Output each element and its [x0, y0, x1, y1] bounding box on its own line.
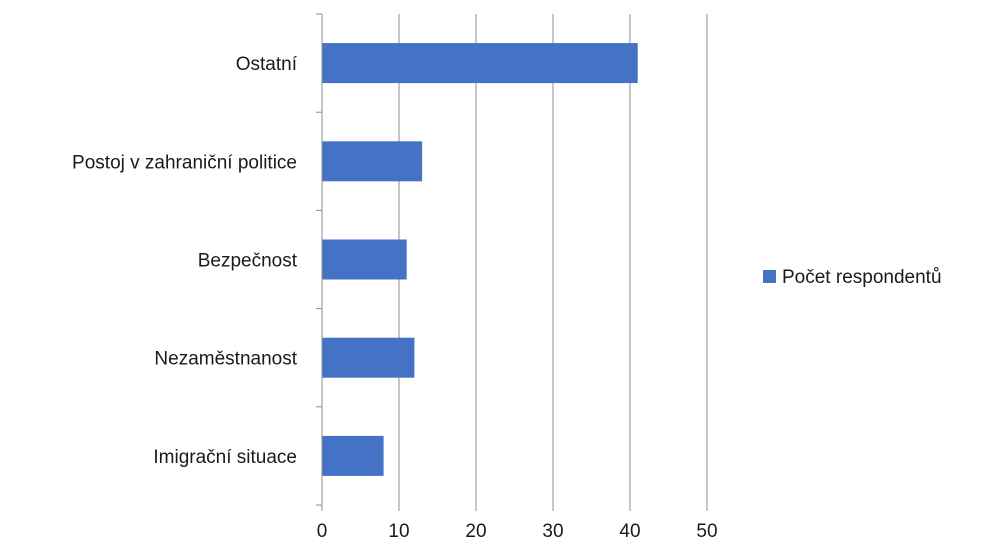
x-tick-labels: 0 10 20 30 40 50: [317, 521, 718, 542]
x-tick-label: 10: [388, 521, 409, 542]
category-label: Bezpečnost: [198, 251, 298, 272]
category-label: Ostatní: [236, 54, 298, 75]
x-tick-label: 0: [317, 521, 328, 542]
category-label: Nezaměstnanost: [154, 349, 297, 370]
bar: [322, 141, 423, 182]
x-tick-label: 50: [696, 521, 717, 542]
axes: [316, 13, 708, 511]
gridlines: [398, 14, 708, 505]
bar: [322, 435, 384, 476]
legend-label: Počet respondentů: [782, 267, 942, 288]
legend: Počet respondentů: [763, 267, 942, 288]
category-label: Postoj v zahraniční politice: [72, 152, 297, 173]
bar: [322, 337, 415, 378]
x-tick-label: 30: [542, 521, 563, 542]
bars: [322, 43, 638, 476]
bar: [322, 239, 407, 280]
category-labels: Ostatní Postoj v zahraniční politice Bezpe…: [72, 54, 298, 468]
legend-swatch: [763, 270, 776, 283]
bar: [322, 43, 638, 84]
x-tick-label: 40: [619, 521, 640, 542]
category-label: Imigrační situace: [153, 447, 297, 468]
x-tick-label: 20: [465, 521, 486, 542]
